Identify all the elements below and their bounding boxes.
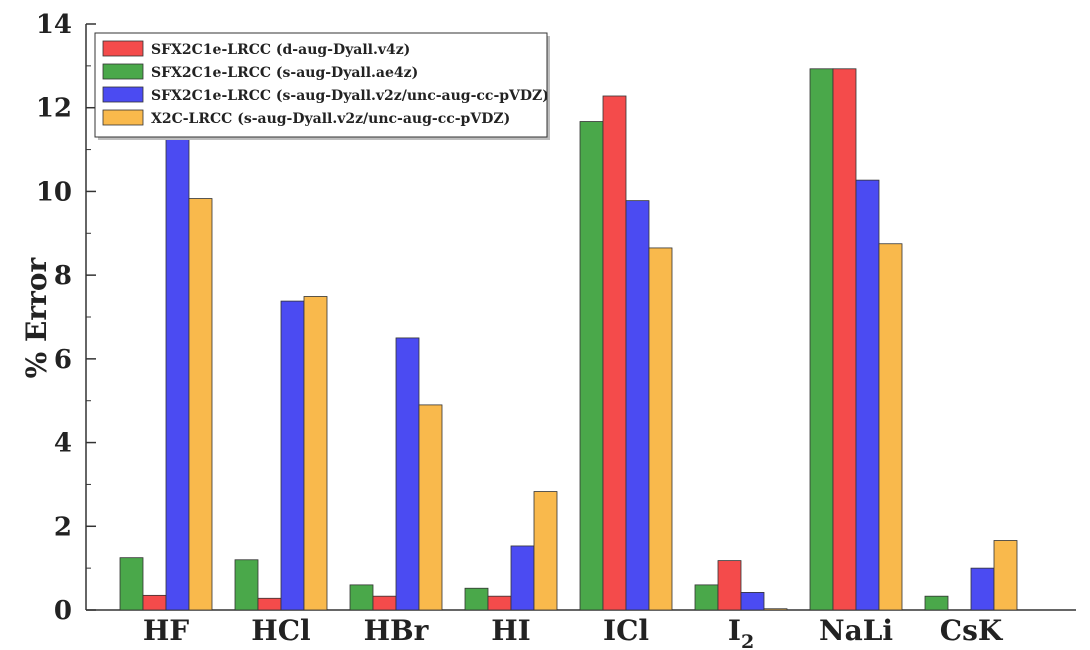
x-tick-label: NaLi bbox=[819, 614, 893, 647]
bar bbox=[280, 300, 305, 611]
y-tick-label: 14 bbox=[36, 10, 72, 40]
y-tick-label: 0 bbox=[54, 596, 72, 626]
y-tick-label: 4 bbox=[54, 429, 72, 459]
x-tick-label: I2 bbox=[728, 614, 754, 650]
bar bbox=[510, 545, 535, 611]
bar bbox=[533, 491, 558, 611]
y-tick-label: 6 bbox=[54, 345, 72, 375]
bar bbox=[763, 608, 788, 611]
bar bbox=[418, 404, 443, 611]
bar bbox=[234, 559, 259, 611]
bar bbox=[878, 243, 903, 611]
bar bbox=[464, 587, 489, 611]
bar bbox=[832, 68, 857, 611]
bar bbox=[625, 200, 650, 611]
y-tick-label: 10 bbox=[36, 177, 72, 207]
bar bbox=[970, 567, 995, 611]
y-tick-label: 2 bbox=[54, 512, 72, 542]
bar bbox=[579, 121, 604, 611]
bar bbox=[648, 247, 673, 611]
bar bbox=[395, 337, 420, 611]
bar bbox=[694, 584, 719, 611]
y-axis-title: % Error bbox=[20, 256, 53, 378]
bar bbox=[740, 592, 765, 611]
x-tick-label: HCl bbox=[251, 614, 310, 647]
legend-label: SFX2C1e-LRCC (d-aug-Dyall.v4z) bbox=[151, 42, 410, 58]
bar bbox=[809, 68, 834, 611]
bar bbox=[602, 95, 627, 611]
bar bbox=[993, 540, 1018, 611]
legend-label: SFX2C1e-LRCC (s-aug-Dyall.ae4z) bbox=[151, 65, 418, 81]
bar bbox=[924, 595, 949, 611]
x-tick-label: HI bbox=[491, 614, 531, 647]
bar bbox=[349, 584, 374, 611]
bar bbox=[372, 595, 397, 611]
legend-label: X2C-LRCC (s-aug-Dyall.v2z/unc-aug-cc-pVD… bbox=[151, 111, 510, 127]
bar bbox=[303, 296, 328, 611]
bar-layer bbox=[119, 68, 1018, 611]
y-tick-label: 8 bbox=[54, 261, 72, 291]
legend-swatch bbox=[102, 109, 144, 126]
bar bbox=[257, 597, 282, 611]
bar bbox=[119, 557, 144, 611]
x-tick-label: HF bbox=[143, 614, 189, 647]
legend-box bbox=[94, 32, 548, 138]
legend-swatch bbox=[102, 63, 144, 80]
legend: SFX2C1e-LRCC (d-aug-Dyall.v4z) SFX2C1e-LR… bbox=[94, 32, 550, 140]
y-tick-label: 12 bbox=[36, 94, 72, 124]
x-tick-label: ICl bbox=[603, 614, 649, 647]
legend-swatch bbox=[102, 40, 144, 57]
bar bbox=[487, 595, 512, 611]
bar bbox=[717, 560, 742, 611]
bar bbox=[165, 138, 190, 611]
x-tick-label: CsK bbox=[940, 614, 1004, 647]
bar bbox=[855, 179, 880, 611]
legend-label: SFX2C1e-LRCC (s-aug-Dyall.v2z/unc-aug-cc… bbox=[151, 88, 549, 104]
bar bbox=[188, 198, 213, 611]
bar bbox=[142, 594, 167, 611]
x-tick-label: HBr bbox=[364, 614, 430, 647]
legend-swatch bbox=[102, 86, 144, 103]
